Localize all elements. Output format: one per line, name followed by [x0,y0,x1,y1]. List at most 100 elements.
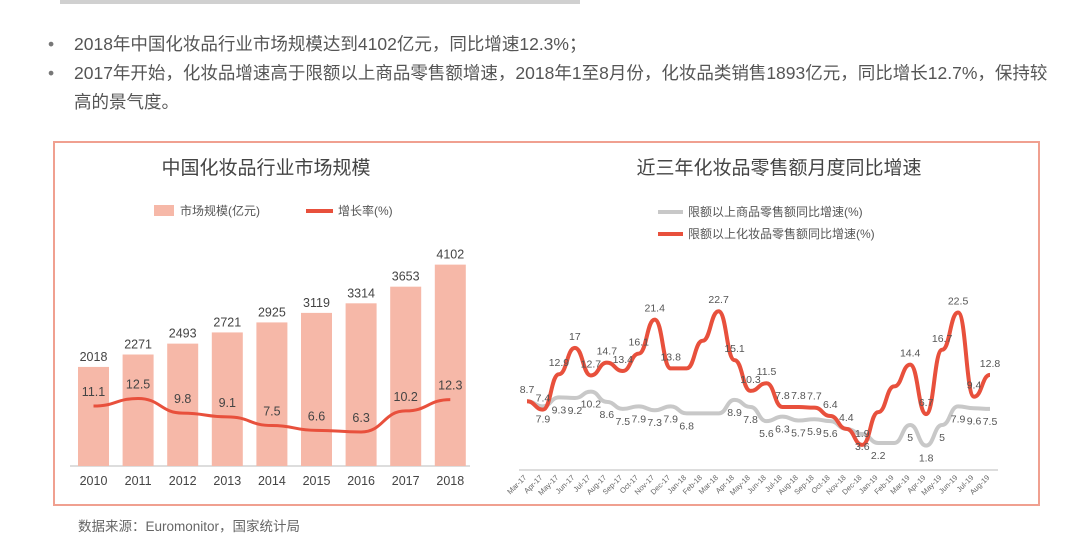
bar-value-label: 3119 [303,296,330,310]
cosmetics-value-label: 9.4 [967,380,982,392]
bar-value-label: 3653 [392,270,420,284]
legend-bar-label: 市场规模(亿元) [180,203,260,218]
bar-value-label: 2271 [124,338,152,352]
bar-2014 [256,322,288,466]
bar-2018 [434,264,466,466]
bar-value-label: 2493 [169,327,197,341]
retail-value-label: 5 [939,432,945,444]
cosmetics-value-label: 8.7 [520,384,535,396]
bullet-item: 2018年中国化妆品行业市场规模达到4102亿元，同比增速12.3%； [48,30,1058,59]
x-tick-label: 2011 [125,474,152,488]
bar-2013 [211,332,243,466]
retail-value-label: 7.5 [615,416,630,428]
x-tick-label: 2017 [392,474,420,488]
retail-value-label: 1.8 [919,453,934,465]
bar-2010 [78,366,109,466]
cosmetics-value-label: 13.8 [660,351,681,363]
cosmetics-value-label: 16.7 [932,333,953,345]
cosmetics-value-label: 7.8 [775,390,790,402]
bar-2011 [122,354,154,466]
bar-value-label: 2721 [213,315,241,329]
legend-bar-swatch [154,205,174,216]
bar-2015 [301,312,332,466]
retail-value-label: 6.8 [679,420,694,432]
series-retail-line [526,389,991,448]
retail-value-label: 7.9 [951,413,966,425]
legend-line-label: 增长率(%) [338,203,393,218]
cosmetics-value-label: 17 [569,331,581,343]
retail-value-label: 8.9 [727,407,742,419]
retail-value-label: 7.9 [536,413,551,425]
bar-value-label: 2018 [80,350,108,364]
retail-value-label: 6.3 [775,424,790,436]
retail-value-label: 9.3 [552,404,567,416]
retail-value-label: 5 [907,432,913,444]
retail-value-label: 8.6 [600,409,615,421]
growth-value-label: 9.8 [174,392,191,406]
legend-red-label: 限额以上化妆品零售额同比增速(%) [688,226,875,241]
legend-gray-label: 限额以上商品零售额同比增速(%) [688,204,863,219]
cosmetics-value-label: 7.7 [807,391,822,403]
growth-value-label: 6.6 [308,409,325,423]
x-tick-label: 2010 [80,474,108,488]
x-tick-label: 2016 [347,474,375,488]
x-tick-label: 2012 [169,474,197,488]
cosmetics-value-label: 11.5 [757,366,777,378]
x-tick-label: 2014 [258,474,286,488]
bar-2016 [345,303,377,466]
bar-2012 [167,343,199,466]
x-tick-label: 2015 [303,474,331,488]
cosmetics-value-label: 12.8 [980,358,1001,370]
growth-value-label: 12.5 [126,378,150,392]
source-note: 数据来源：Euromonitor，国家统计局 [78,519,301,534]
cosmetics-value-label: 21.4 [645,303,666,315]
growth-value-label: 11.1 [82,385,105,399]
cosmetics-value-label: 6.4 [823,399,838,411]
cosmetics-value-label: 22.5 [948,296,969,308]
top-edge-fragment [60,0,580,4]
retail-value-label: 9.6 [967,415,982,427]
cosmetics-value-label: 13.4 [613,354,634,366]
retail-value-label: 5.9 [807,426,822,438]
left-chart-title: 中国化妆品行业市场规模 [161,157,370,179]
cosmetics-value-label: 7.8 [791,390,806,402]
cosmetics-value-label: 1.9 [855,428,870,440]
cosmetics-value-label: 12.7 [581,359,602,371]
retail-value-label: 7.8 [743,414,758,426]
cosmetics-value-label: 14.7 [597,346,618,358]
retail-value-label: 7.5 [983,416,998,428]
retail-value-label: 3.6 [855,441,870,453]
right-chart-title: 近三年化妆品零售额月度同比增速 [636,157,921,179]
cosmetics-value-label: 10.3 [740,374,761,386]
bar-value-label: 3314 [347,286,375,300]
bullet-list: 2018年中国化妆品行业市场规模达到4102亿元，同比增速12.3%； 2017… [48,30,1058,117]
x-tick-label: 2018 [436,474,464,488]
retail-value-label: 7.3 [647,417,662,429]
retail-value-label: 10.2 [581,399,602,411]
growth-value-label: 7.5 [263,405,280,419]
charts-panel [53,141,1040,506]
x-tick-label: 2013 [213,474,241,488]
series-cosmetics-line [526,309,991,447]
retail-value-label: 5.6 [823,428,838,440]
bar-value-label: 2925 [258,305,286,319]
cosmetics-value-label: 12.9 [549,357,570,369]
growth-value-label: 12.3 [438,379,462,393]
cosmetics-value-label: 6.7 [919,397,934,409]
cosmetics-value-label: 15.1 [724,343,745,355]
cosmetics-value-label: 22.7 [708,294,729,306]
cosmetics-value-label: 16.1 [629,337,650,349]
retail-value-label: 2.2 [871,450,886,462]
retail-value-label: 5.6 [759,428,774,440]
growth-line [93,396,451,434]
retail-value-label: 9.2 [568,405,583,417]
retail-value-label: 7.9 [663,413,678,425]
growth-value-label: 6.3 [352,411,369,425]
growth-value-label: 9.1 [219,396,236,410]
cosmetics-value-label: 14.4 [900,348,921,360]
bar-value-label: 4102 [436,248,464,262]
retail-value-label: 5.7 [791,428,806,440]
bar-2017 [390,286,422,466]
cosmetics-value-label: 7.4 [536,393,551,405]
